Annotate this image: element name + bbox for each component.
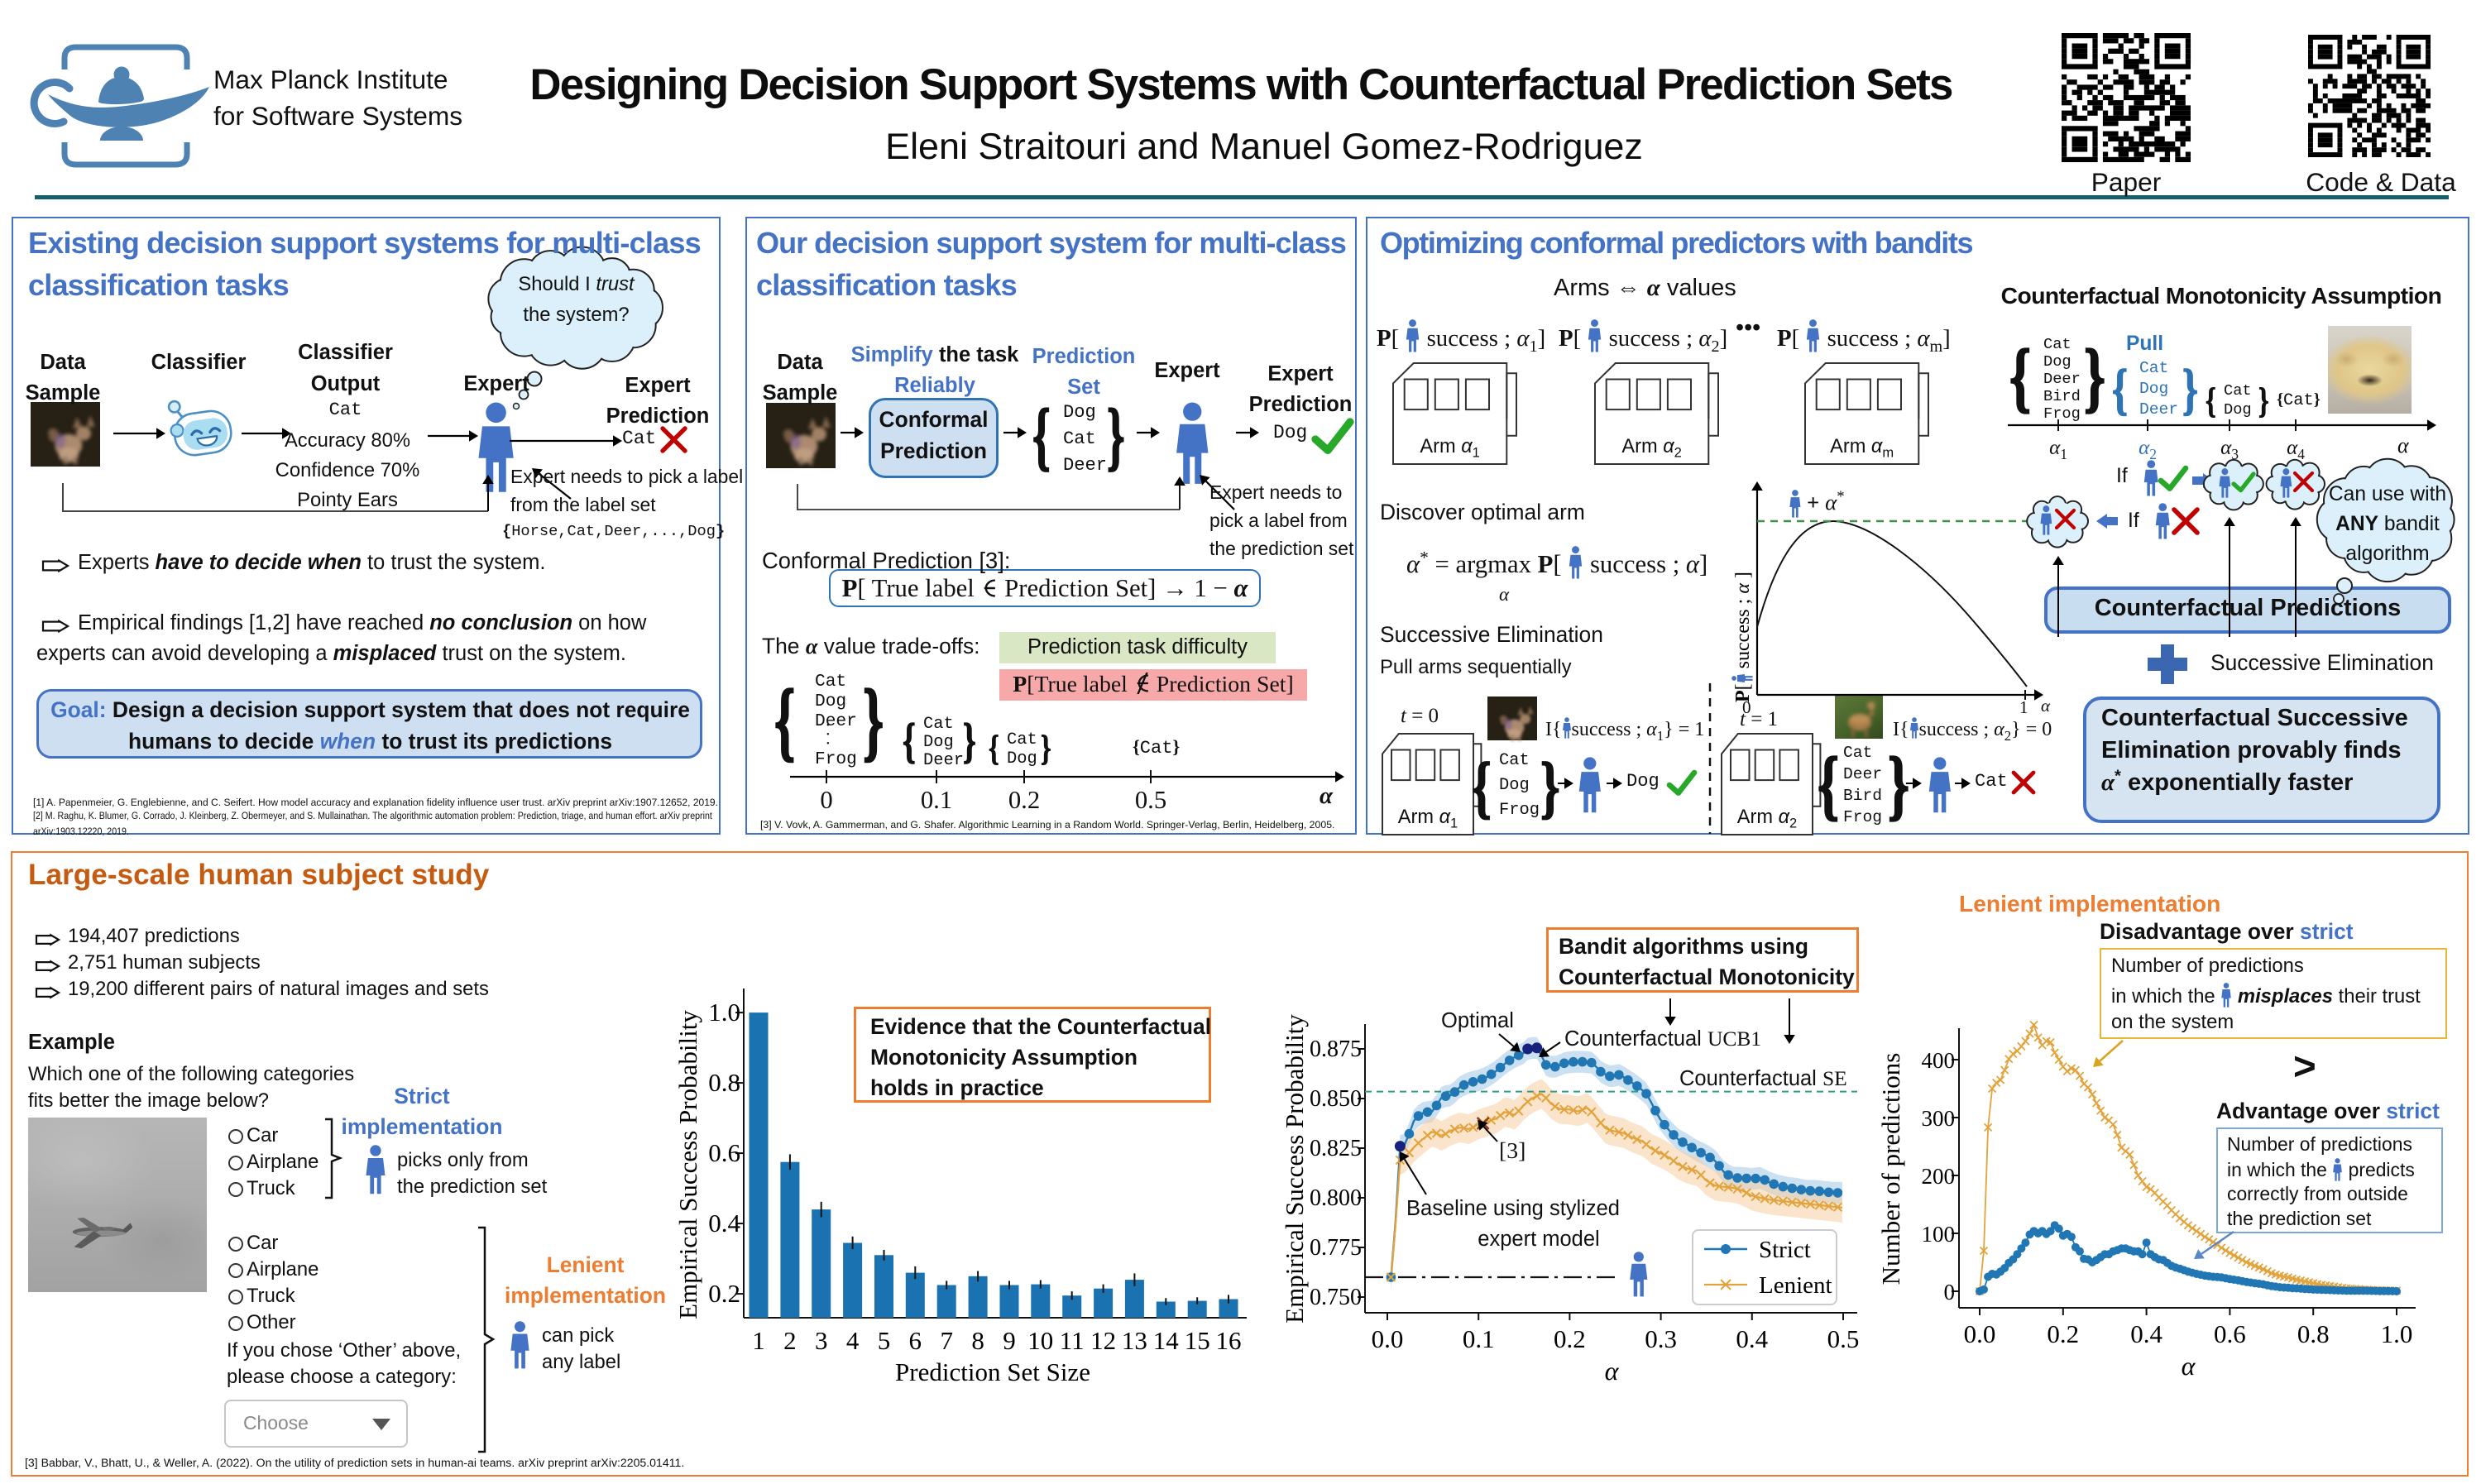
svg-text:0.850: 0.850 [1310, 1086, 1362, 1112]
svg-text:100: 100 [1922, 1222, 1956, 1247]
svg-text:Lenient: Lenient [1759, 1272, 1832, 1299]
svg-text:0.8: 0.8 [708, 1068, 740, 1097]
svg-text:1.0: 1.0 [2381, 1319, 2413, 1348]
svg-text:2: 2 [783, 1326, 797, 1355]
svg-text:14: 14 [1153, 1326, 1180, 1355]
svg-text:0.800: 0.800 [1310, 1185, 1362, 1211]
svg-text:0.775: 0.775 [1310, 1235, 1362, 1261]
svg-text:Number of predictions: Number of predictions [1876, 1053, 1905, 1285]
svg-text:0.1: 0.1 [1463, 1324, 1495, 1353]
svg-text:0.6: 0.6 [708, 1138, 740, 1167]
svg-text:0.0: 0.0 [1372, 1324, 1404, 1353]
svg-text:5: 5 [878, 1326, 891, 1355]
svg-text:16: 16 [1216, 1326, 1242, 1355]
svg-text:0.875: 0.875 [1310, 1036, 1362, 1062]
svg-text:0.825: 0.825 [1310, 1136, 1362, 1161]
svg-text:Empirical Success Probability: Empirical Success Probability [673, 1010, 702, 1319]
svg-text:Strict: Strict [1759, 1237, 1811, 1263]
svg-text:1: 1 [752, 1326, 765, 1355]
svg-text:13: 13 [1122, 1326, 1147, 1355]
svg-text:8: 8 [971, 1326, 984, 1355]
svg-text:Prediction Set Size: Prediction Set Size [895, 1357, 1090, 1386]
svg-text:200: 200 [1922, 1164, 1956, 1189]
svg-text:0.0: 0.0 [1964, 1319, 1996, 1348]
svg-text:α: α [1605, 1356, 1620, 1386]
svg-text:9: 9 [1003, 1326, 1016, 1355]
svg-text:1.0: 1.0 [708, 998, 740, 1027]
svg-text:0.4: 0.4 [1736, 1324, 1768, 1353]
svg-text:0.8: 0.8 [2297, 1319, 2330, 1348]
svg-text:15: 15 [1185, 1326, 1210, 1355]
svg-text:11: 11 [1060, 1326, 1085, 1355]
svg-text:0.6: 0.6 [2214, 1319, 2246, 1348]
svg-text:10: 10 [1027, 1326, 1053, 1355]
svg-text:Empirical Success Probability: Empirical Success Probability [1280, 1014, 1309, 1324]
svg-text:0.2: 0.2 [708, 1279, 740, 1308]
svg-text:3: 3 [815, 1326, 828, 1355]
svg-text:7: 7 [940, 1326, 953, 1355]
svg-text:12: 12 [1090, 1326, 1116, 1355]
svg-text:400: 400 [1922, 1048, 1956, 1073]
svg-text:4: 4 [846, 1326, 860, 1355]
svg-text:0.3: 0.3 [1645, 1324, 1677, 1353]
svg-text:6: 6 [909, 1326, 922, 1355]
svg-text:0.4: 0.4 [2130, 1319, 2162, 1348]
svg-text:0.4: 0.4 [708, 1209, 740, 1237]
svg-text:0.2: 0.2 [1554, 1324, 1586, 1353]
svg-text:0.2: 0.2 [2047, 1319, 2079, 1348]
svg-text:α: α [2182, 1351, 2196, 1381]
svg-text:300: 300 [1922, 1106, 1956, 1131]
svg-text:0: 0 [1944, 1280, 1956, 1304]
svg-text:0.750: 0.750 [1310, 1285, 1362, 1310]
svg-text:0.5: 0.5 [1827, 1324, 1860, 1353]
